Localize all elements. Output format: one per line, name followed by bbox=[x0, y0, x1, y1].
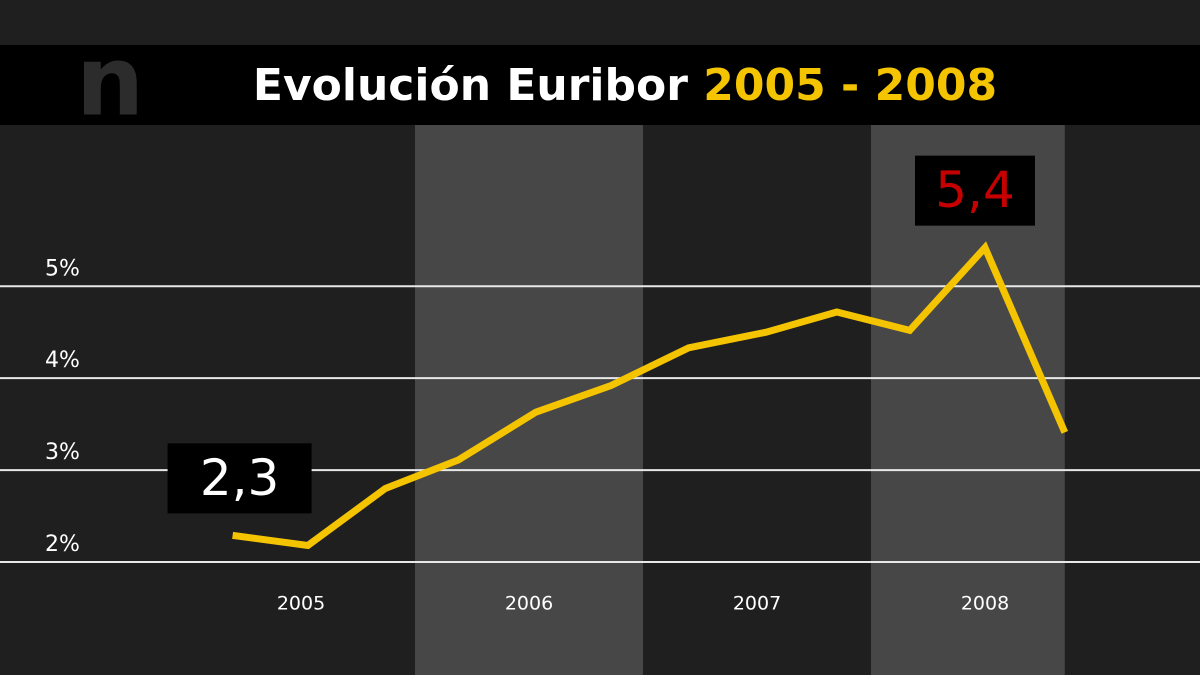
value-label-box bbox=[915, 155, 1035, 226]
x-tick-label: 2006 bbox=[505, 593, 553, 615]
y-tick-label: 2% bbox=[45, 532, 80, 557]
title-bar bbox=[0, 45, 1200, 125]
y-tick-label: 4% bbox=[45, 348, 80, 373]
year-band bbox=[415, 125, 643, 675]
year-bands bbox=[415, 125, 1065, 675]
title-years: 2005 - 2008 bbox=[703, 60, 997, 111]
x-tick-label: 2008 bbox=[961, 593, 1009, 615]
value-label: 5,4 bbox=[935, 161, 1015, 219]
logo: n bbox=[76, 25, 144, 137]
value-label: 2,3 bbox=[200, 449, 280, 507]
data-line bbox=[232, 241, 1069, 550]
title-text: Evolución Euribor bbox=[253, 60, 688, 111]
x-tick-label: 2005 bbox=[277, 593, 325, 615]
value-label-box bbox=[167, 443, 312, 514]
x-tick-label: 2007 bbox=[733, 593, 781, 615]
y-tick-label: 5% bbox=[45, 256, 80, 281]
chart-title: Evolución Euribor 2005 - 2008 bbox=[253, 60, 997, 111]
y-tick-label: 3% bbox=[45, 440, 80, 465]
